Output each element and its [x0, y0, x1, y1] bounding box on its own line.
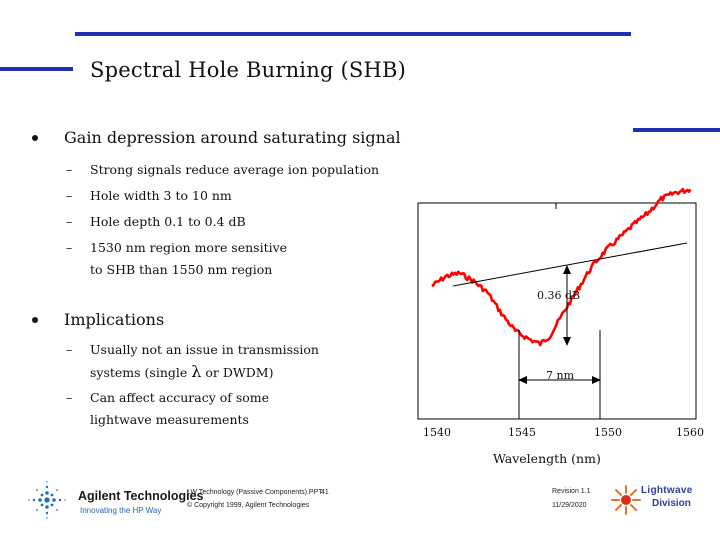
dash-glyph: –	[66, 390, 73, 405]
x-tick-label-1540: 1540	[423, 426, 451, 439]
dash-glyph: –	[66, 240, 73, 255]
x-tick-label-1545: 1545	[508, 426, 536, 439]
sub-item-text: Hole width 3 to 10 nm	[90, 188, 232, 203]
dash-glyph: –	[66, 188, 73, 203]
hole-depth-label: 0.36 dB	[537, 289, 580, 302]
dwdm-text: or DWDM)	[205, 365, 274, 380]
sub-item-text: lightwave measurements	[90, 412, 249, 427]
spectrum-trace	[431, 187, 692, 347]
lightwave-sunburst-icon	[611, 485, 641, 515]
x-tick-label-1560: 1560	[676, 426, 704, 439]
bullet-text: Gain depression around saturating signal	[64, 128, 401, 147]
division-label: Division	[652, 498, 691, 509]
width-arrow-head-left	[518, 376, 527, 384]
sub-item-text: Strong signals reduce average ion popula…	[90, 162, 380, 177]
depth-arrow-head-bottom	[563, 337, 571, 346]
dash-glyph: –	[66, 214, 73, 229]
trace-group	[431, 187, 692, 347]
sub-item-text: 1530 nm region more sensitive	[90, 240, 288, 255]
footer-page-number: 41	[321, 489, 329, 496]
x-tick-label-1550: 1550	[594, 426, 622, 439]
bullet-dot	[32, 135, 38, 141]
footer-doc-name: LW Technology (Passive Components).PPT	[187, 489, 323, 496]
lambda-symbol: λ	[191, 362, 202, 381]
x-axis-label: Wavelength (nm)	[493, 451, 601, 466]
bullet-dot	[32, 317, 38, 323]
agilent-spark-logo	[28, 481, 66, 519]
dash-glyph: –	[66, 342, 73, 357]
sub-item-text: Usually not an issue in transmission	[90, 342, 319, 357]
plot-frame	[417, 202, 697, 420]
footer-copyright: © Copyright 1999, Agilent Technologies	[187, 502, 310, 509]
depth-arrow-head-top	[563, 265, 571, 274]
footer-date: 11/29/2020	[552, 502, 587, 509]
division-name: Lightwave	[641, 485, 693, 496]
tangent-line	[452, 242, 688, 287]
sub-item-text: systems (single λ or DWDM)	[90, 361, 273, 384]
right-accent-bar	[633, 128, 720, 132]
dash-glyph: –	[66, 162, 73, 177]
width-arrow-head-right	[592, 376, 601, 384]
hole-width-label: 7 nm	[546, 369, 575, 382]
footer-revision: Revision 1.1	[552, 488, 591, 495]
company-tagline: Innovating the HP Way	[80, 506, 162, 515]
top-accent-bar	[75, 32, 631, 36]
slide-title: Spectral Hole Burning (SHB)	[90, 58, 406, 82]
sub-item-text: Can affect accuracy of some	[90, 390, 270, 405]
left-accent-bar	[0, 67, 73, 71]
bullet-text: Implications	[64, 310, 165, 329]
sub-item-text: Hole depth 0.1 to 0.4 dB	[90, 214, 246, 229]
company-name: Agilent Technologies	[78, 489, 204, 503]
sub-item-text: to SHB than 1550 nm region	[90, 262, 273, 277]
systems-text: systems (single	[90, 365, 188, 380]
x-tick-group: 1540 1545 1550 1560	[423, 426, 704, 439]
